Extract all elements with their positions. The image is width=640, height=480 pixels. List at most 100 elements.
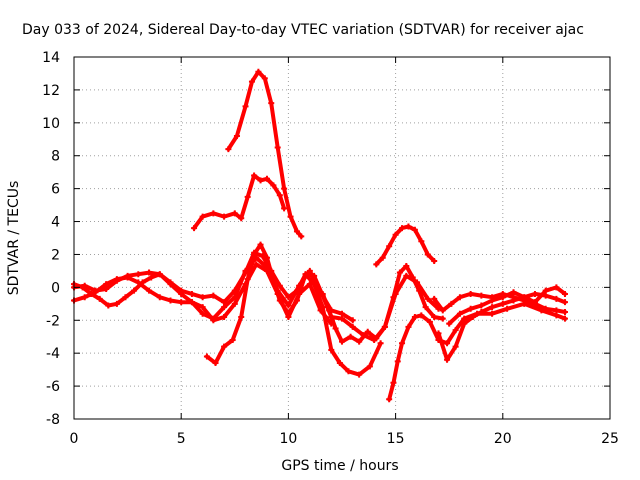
series-tail-c <box>446 284 568 327</box>
data-point <box>489 304 496 311</box>
data-point <box>489 297 496 304</box>
data-point <box>146 269 153 276</box>
data-point <box>409 274 416 281</box>
data-point <box>399 340 406 347</box>
y-tick-label: 2 <box>51 247 60 263</box>
data-point <box>221 213 228 220</box>
data-point <box>221 304 228 311</box>
data-point <box>396 269 403 276</box>
data-point <box>319 290 326 297</box>
data-point <box>156 271 163 278</box>
data-point <box>296 282 303 289</box>
y-tick-label: 8 <box>51 149 60 165</box>
data-point <box>373 335 380 342</box>
data-point <box>225 146 232 153</box>
data-point <box>306 267 313 274</box>
series-line <box>320 264 445 344</box>
data-point <box>105 302 112 309</box>
data-point <box>336 360 343 367</box>
data-point <box>103 281 110 288</box>
data-point <box>332 325 339 332</box>
data-point <box>478 302 485 309</box>
data-point <box>467 305 474 312</box>
data-point <box>221 343 228 350</box>
data-point <box>298 233 305 240</box>
data-point <box>285 302 292 309</box>
data-point <box>561 315 568 322</box>
data-point <box>253 254 260 261</box>
data-point <box>531 299 538 306</box>
x-tick-label: 20 <box>494 431 512 447</box>
data-point <box>379 254 386 261</box>
data-point <box>349 317 356 324</box>
data-point <box>394 358 401 365</box>
data-point <box>113 276 120 283</box>
y-axis-ticks: -8 -6 -4 -2 0 2 4 6 8 10 12 14 <box>42 50 610 428</box>
x-tick-label: 10 <box>279 431 297 447</box>
data-point <box>178 290 185 297</box>
data-point <box>469 313 476 320</box>
data-point <box>422 304 429 311</box>
data-point <box>96 295 103 302</box>
data-point <box>231 210 238 217</box>
data-point <box>287 213 294 220</box>
data-point <box>199 213 206 220</box>
data-point <box>231 300 238 307</box>
data-point <box>467 290 474 297</box>
data-point <box>444 356 451 363</box>
data-point <box>92 289 99 296</box>
data-point <box>281 205 288 212</box>
data-point <box>148 274 155 281</box>
data-point <box>274 290 281 297</box>
series-peak-6 <box>191 172 288 232</box>
data-point <box>403 262 410 269</box>
x-axis-label: GPS time / hours <box>281 458 398 474</box>
data-point <box>259 253 266 260</box>
data-point <box>261 75 268 82</box>
series-tail-a <box>431 290 568 316</box>
data-point <box>199 294 206 301</box>
x-tick-label: 15 <box>387 431 405 447</box>
data-point <box>251 249 258 256</box>
data-point <box>373 261 380 268</box>
data-point <box>456 310 463 317</box>
data-point <box>510 297 517 304</box>
data-point <box>293 228 300 235</box>
data-point <box>377 340 384 347</box>
data-point <box>403 272 410 279</box>
data-point <box>478 292 485 299</box>
data-point <box>135 271 142 278</box>
data-point <box>446 320 453 327</box>
data-point <box>203 353 210 360</box>
data-point <box>79 284 86 291</box>
data-point <box>431 258 438 265</box>
data-point <box>276 282 283 289</box>
y-tick-label: -4 <box>46 346 60 362</box>
x-axis-ticks: 0 5 10 15 20 25 <box>70 57 619 447</box>
y-tick-label: 12 <box>42 83 60 99</box>
data-point <box>424 295 431 302</box>
data-series <box>71 68 568 403</box>
data-point <box>456 294 463 301</box>
y-tick-label: 4 <box>51 215 60 231</box>
data-point <box>381 323 388 330</box>
data-point <box>439 315 446 322</box>
series-line <box>226 69 304 239</box>
x-tick-label: 5 <box>177 431 186 447</box>
data-point <box>188 290 195 297</box>
data-point <box>113 300 120 307</box>
data-point <box>210 210 217 217</box>
data-point <box>212 360 219 367</box>
data-point <box>431 313 438 320</box>
y-tick-label: 6 <box>51 182 60 198</box>
data-point <box>399 225 406 232</box>
data-point <box>339 338 345 345</box>
chart-title: Day 033 of 2024, Sidereal Day-to-day VTE… <box>22 22 584 38</box>
series-dive-15 <box>386 300 568 403</box>
data-point <box>499 300 506 307</box>
data-point <box>191 225 198 232</box>
data-point <box>156 294 163 301</box>
data-point <box>461 320 468 327</box>
data-point <box>238 313 245 320</box>
series-line <box>374 224 437 267</box>
